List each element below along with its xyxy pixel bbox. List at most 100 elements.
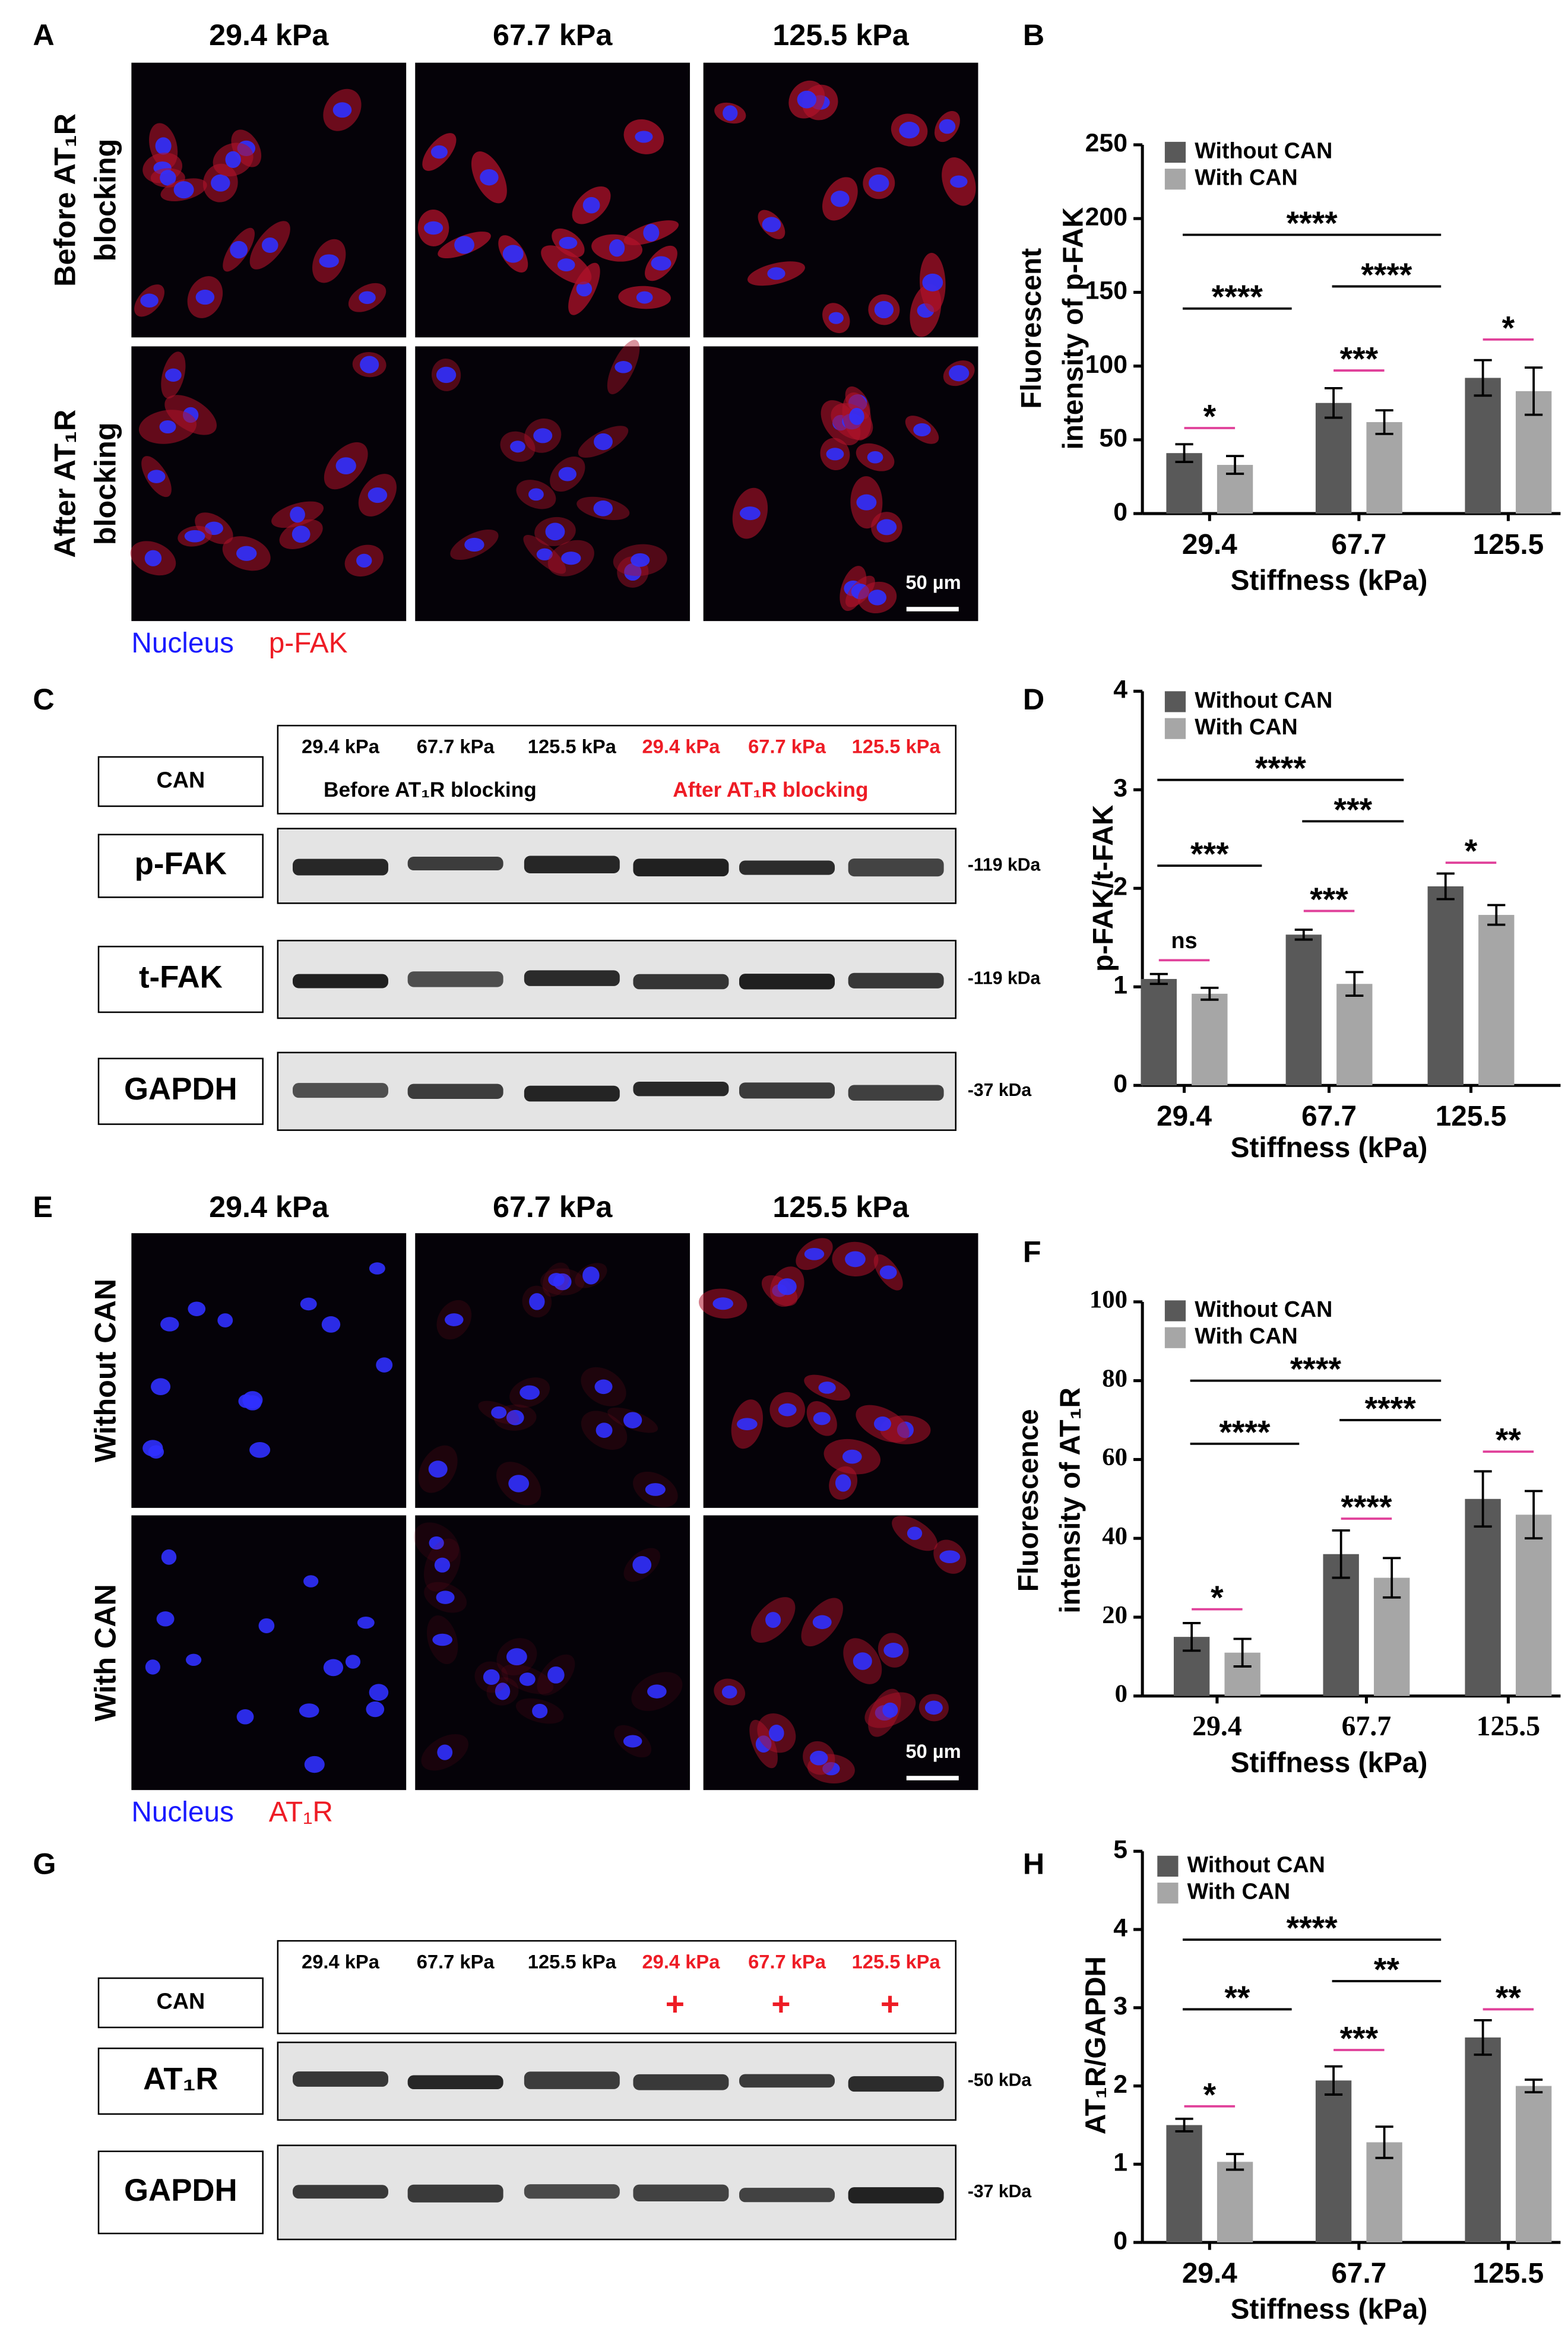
nucleus (739, 506, 761, 521)
significance-label: * (1203, 398, 1217, 435)
x-axis-label: Stiffness (kPa) (1231, 1747, 1428, 1779)
nucleus (445, 1313, 464, 1326)
legend-label: Without CAN (1187, 1852, 1325, 1877)
nucleus (424, 221, 444, 235)
blot-band (407, 1083, 503, 1099)
x-tick-label: 67.7 (1342, 1710, 1392, 1742)
row-label: Before AT₁R (47, 113, 81, 287)
panel-label: E (33, 1190, 53, 1224)
stain-legend: Nucleus (131, 1796, 234, 1828)
y-tick-label: 3 (1113, 1992, 1127, 2020)
nucleus (939, 119, 956, 134)
significance-label: ** (1224, 1979, 1250, 2016)
blot-band (292, 974, 388, 988)
panel-label: B (1023, 18, 1044, 52)
nucleus (436, 1590, 455, 1604)
nucleus (211, 174, 230, 192)
nucleus (144, 550, 162, 566)
nucleus (636, 291, 653, 304)
nucleus (161, 1549, 177, 1565)
significance-label: ns (1171, 928, 1198, 953)
y-tick-label: 100 (1089, 1286, 1127, 1314)
bar (1166, 453, 1202, 514)
nucleus (631, 553, 650, 567)
nucleus (376, 1357, 393, 1373)
error-bar (1175, 443, 1193, 463)
error-bar (1149, 972, 1168, 986)
significance-label: *** (1334, 791, 1373, 828)
nucleus (186, 1653, 202, 1666)
significance-label: **** (1219, 1414, 1271, 1450)
legend-label: With CAN (1195, 714, 1298, 739)
blot-band (848, 1085, 944, 1101)
nucleus (856, 494, 877, 511)
nucleus (842, 1449, 862, 1464)
nucleus (236, 1709, 254, 1725)
nucleus (651, 256, 671, 271)
image-bg (415, 346, 690, 622)
nucleus (623, 1735, 642, 1748)
nucleus (777, 1278, 797, 1295)
nucleus (506, 1648, 527, 1666)
bar (1366, 422, 1402, 514)
blot-band (407, 2184, 503, 2203)
nucleus (873, 1416, 892, 1431)
lane-label: 67.7 kPa (748, 1951, 826, 1973)
blot-band (848, 858, 944, 877)
micrograph (131, 1515, 407, 1791)
nucleus (159, 420, 176, 434)
y-tick-label: 1 (1113, 971, 1127, 1000)
nucleus (939, 1550, 961, 1564)
nucleus (432, 1633, 453, 1646)
error-bar (1375, 409, 1393, 435)
column-header: 67.7 kPa (493, 1190, 613, 1224)
error-bar (1183, 1622, 1201, 1652)
legend-label: Without CAN (1195, 687, 1332, 712)
group-label: After AT₁R blocking (673, 778, 868, 801)
y-tick-label: 60 (1102, 1443, 1127, 1471)
error-bar (1525, 2078, 1543, 2094)
nucleus (647, 1684, 667, 1699)
nucleus (173, 181, 194, 199)
significance-label: ** (1374, 1951, 1400, 1988)
image-bg (703, 1515, 978, 1791)
bar (1465, 1498, 1501, 1696)
nucleus (147, 470, 166, 483)
nucleus (184, 530, 205, 543)
significance-label: **** (1287, 1910, 1338, 1947)
x-tick-label: 67.7 (1331, 2258, 1386, 2289)
nucleus (835, 1474, 851, 1492)
nucleus (949, 365, 970, 382)
nucleus (529, 1293, 545, 1310)
image-bg (131, 1515, 407, 1791)
blot-band (848, 2076, 944, 2092)
nucleus (548, 1273, 565, 1287)
nucleus (238, 1394, 254, 1408)
nucleus (769, 1725, 784, 1742)
x-axis-label: Stiffness (kPa) (1231, 2293, 1428, 2325)
y-axis-label: Fluorescent (1016, 248, 1047, 409)
legend-label: Without CAN (1195, 138, 1332, 163)
nucleus (765, 1612, 781, 1628)
error-bar (1487, 904, 1506, 926)
legend-label: With CAN (1195, 1323, 1298, 1348)
blot-label: t-FAK (139, 960, 223, 995)
error-bar (1436, 872, 1455, 901)
nucleus (249, 1441, 271, 1458)
blot-band (292, 2185, 388, 2199)
bar (1315, 2080, 1352, 2243)
significance-label: **** (1287, 205, 1338, 242)
bar (1166, 2125, 1202, 2243)
nucleus (609, 239, 625, 257)
nucleus (258, 1618, 275, 1633)
size-label: -50 kDa (968, 2070, 1032, 2090)
nucleus (576, 281, 593, 297)
blot-band (848, 972, 944, 988)
nucleus (924, 1700, 943, 1715)
nucleus (867, 451, 883, 464)
row-label: With CAN (88, 1584, 122, 1721)
nucleus (831, 191, 850, 207)
lane-label: 29.4 kPa (302, 1951, 380, 1973)
panel-label: C (33, 682, 54, 716)
